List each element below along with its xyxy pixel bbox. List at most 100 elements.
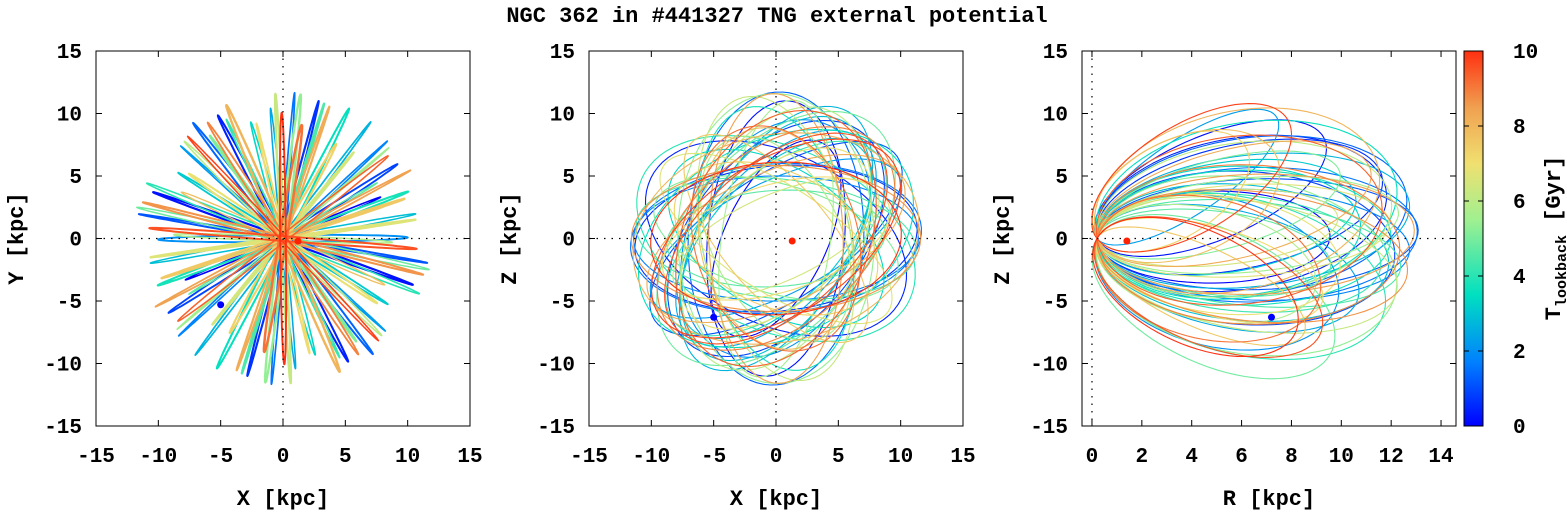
orbit-trace bbox=[630, 164, 922, 313]
y-tick-label: 15 bbox=[57, 42, 82, 65]
orbit-trace bbox=[215, 107, 351, 370]
y-tick-label: -5 bbox=[1043, 292, 1068, 315]
y-tick-label: 15 bbox=[550, 42, 575, 65]
orbit-trace bbox=[650, 161, 902, 316]
colorbar-label-main: T bbox=[1542, 307, 1567, 320]
x-tick-label: 0 bbox=[1086, 446, 1099, 469]
y-tick-label: -15 bbox=[1030, 417, 1068, 440]
orbit-trace bbox=[177, 171, 389, 306]
x-tick-label: -10 bbox=[632, 446, 670, 469]
colorbar-label: Tlookback [Gyr] bbox=[1542, 156, 1567, 320]
orbit-trace bbox=[664, 132, 888, 345]
start-marker bbox=[1267, 313, 1275, 321]
end-marker bbox=[788, 237, 796, 245]
y-tick-label: -10 bbox=[1030, 355, 1068, 378]
orbit-trace bbox=[659, 152, 893, 325]
orbit-trace bbox=[225, 103, 341, 374]
y-tick-label: 5 bbox=[562, 167, 575, 190]
colorbar: 0 2 4 6 8 10 Tlookback [Gyr] bbox=[1463, 42, 1567, 440]
colorbar-tick-label: 8 bbox=[1513, 117, 1526, 140]
x-tick-label: -5 bbox=[701, 446, 726, 469]
y-tick-label: 15 bbox=[1043, 42, 1068, 65]
orbit-trace bbox=[696, 96, 856, 381]
x-tick-label: 0 bbox=[770, 446, 783, 469]
orbit-trace bbox=[180, 191, 386, 286]
start-marker bbox=[710, 313, 718, 321]
colorbar-label-unit: [Gyr] bbox=[1542, 156, 1567, 235]
orbit-trace bbox=[656, 126, 896, 351]
figure-title: NGC 362 in #441327 TNG external potentia… bbox=[506, 4, 1047, 29]
y-tick-label: 0 bbox=[69, 230, 82, 253]
x-tick-label: 5 bbox=[339, 446, 352, 469]
x-tick-label: 14 bbox=[1428, 446, 1453, 469]
colorbar-gradient bbox=[1463, 50, 1484, 427]
orbit-trace bbox=[661, 176, 891, 301]
orbit-trace bbox=[206, 121, 360, 356]
x-tick-label: 15 bbox=[950, 446, 975, 469]
orbit-trace bbox=[666, 189, 886, 288]
orbit-trace bbox=[263, 93, 303, 384]
x-tick-label: 8 bbox=[1285, 446, 1298, 469]
orbit-trace bbox=[683, 134, 869, 343]
orbit-trace bbox=[183, 140, 383, 337]
colorbar-label-sub: lookback bbox=[1554, 235, 1567, 307]
y-tick-label: -5 bbox=[57, 292, 82, 315]
orbit-trace bbox=[154, 169, 412, 308]
colorbar-ticks: 0 2 4 6 8 10 bbox=[1464, 42, 1538, 440]
x-axis-label: X [kpc] bbox=[730, 487, 822, 512]
x-tick-label: 10 bbox=[1329, 446, 1354, 469]
orbit-trace bbox=[708, 93, 844, 384]
orbit-trace bbox=[152, 191, 414, 286]
y-axis-label: Z [kpc] bbox=[991, 192, 1016, 284]
colorbar-tick-label: 0 bbox=[1513, 417, 1526, 440]
y-tick-label: -10 bbox=[537, 355, 575, 378]
colorbar-tick-label: 4 bbox=[1513, 267, 1526, 290]
plot-frame bbox=[1081, 50, 1457, 427]
x-tick-label: 10 bbox=[888, 446, 913, 469]
orbit-trace bbox=[160, 197, 406, 280]
panel-rz: 0 2 4 6 8 10 12 14 -15 -10 -5 0 5 10 15 R [kpc] Z [kpc] bbox=[991, 42, 1457, 512]
panel-xy: -15 -10 -5 0 5 10 15 -15 -10 -5 0 5 10 15 X [kpc] Y [kp… bbox=[5, 42, 483, 512]
x-axis-label: X [kpc] bbox=[237, 487, 329, 512]
orbit-trace bbox=[148, 226, 418, 251]
orbit-trace bbox=[637, 128, 915, 349]
y-axis-label: Z [kpc] bbox=[498, 192, 523, 284]
orbit-trace bbox=[177, 155, 389, 322]
colorbar-tick-label: 2 bbox=[1513, 342, 1526, 365]
orbit-trace bbox=[278, 111, 288, 366]
orbit-trace bbox=[187, 172, 379, 305]
orbit-trace bbox=[710, 139, 842, 338]
orbit-trace bbox=[630, 162, 922, 315]
orbit-trace bbox=[262, 123, 304, 354]
x-axis-label: R [kpc] bbox=[1223, 487, 1315, 512]
x-tick-label: 10 bbox=[395, 446, 420, 469]
end-marker bbox=[1123, 237, 1131, 245]
x-tick-label: -10 bbox=[139, 446, 177, 469]
orbit-trace bbox=[679, 147, 873, 330]
orbit-trace bbox=[141, 201, 425, 276]
orbit-trace bbox=[235, 105, 331, 372]
orbit-trace bbox=[249, 121, 317, 356]
orbit-trace bbox=[149, 218, 417, 259]
y-tick-label: -10 bbox=[44, 355, 82, 378]
x-tick-label: -5 bbox=[208, 446, 233, 469]
orbit-trace bbox=[173, 233, 393, 244]
orbit-trace bbox=[208, 134, 358, 343]
x-tick-label: 6 bbox=[1235, 446, 1248, 469]
y-tick-label: 0 bbox=[562, 230, 575, 253]
x-tick-label: 2 bbox=[1136, 446, 1149, 469]
orbit-trace bbox=[690, 125, 862, 352]
orbit-trace bbox=[228, 142, 338, 335]
colorbar-tick-label: 6 bbox=[1513, 192, 1526, 215]
y-tick-label: -5 bbox=[550, 292, 575, 315]
orbit-trace bbox=[176, 147, 390, 330]
y-tick-label: 5 bbox=[69, 167, 82, 190]
orbit-group bbox=[630, 91, 922, 386]
orbit-trace bbox=[646, 153, 906, 324]
y-tick-label: 5 bbox=[1055, 167, 1068, 190]
orbit-trace bbox=[184, 196, 382, 281]
orbit-trace bbox=[650, 138, 902, 339]
x-tick-label: 5 bbox=[832, 446, 845, 469]
x-tick-label: -15 bbox=[570, 446, 608, 469]
